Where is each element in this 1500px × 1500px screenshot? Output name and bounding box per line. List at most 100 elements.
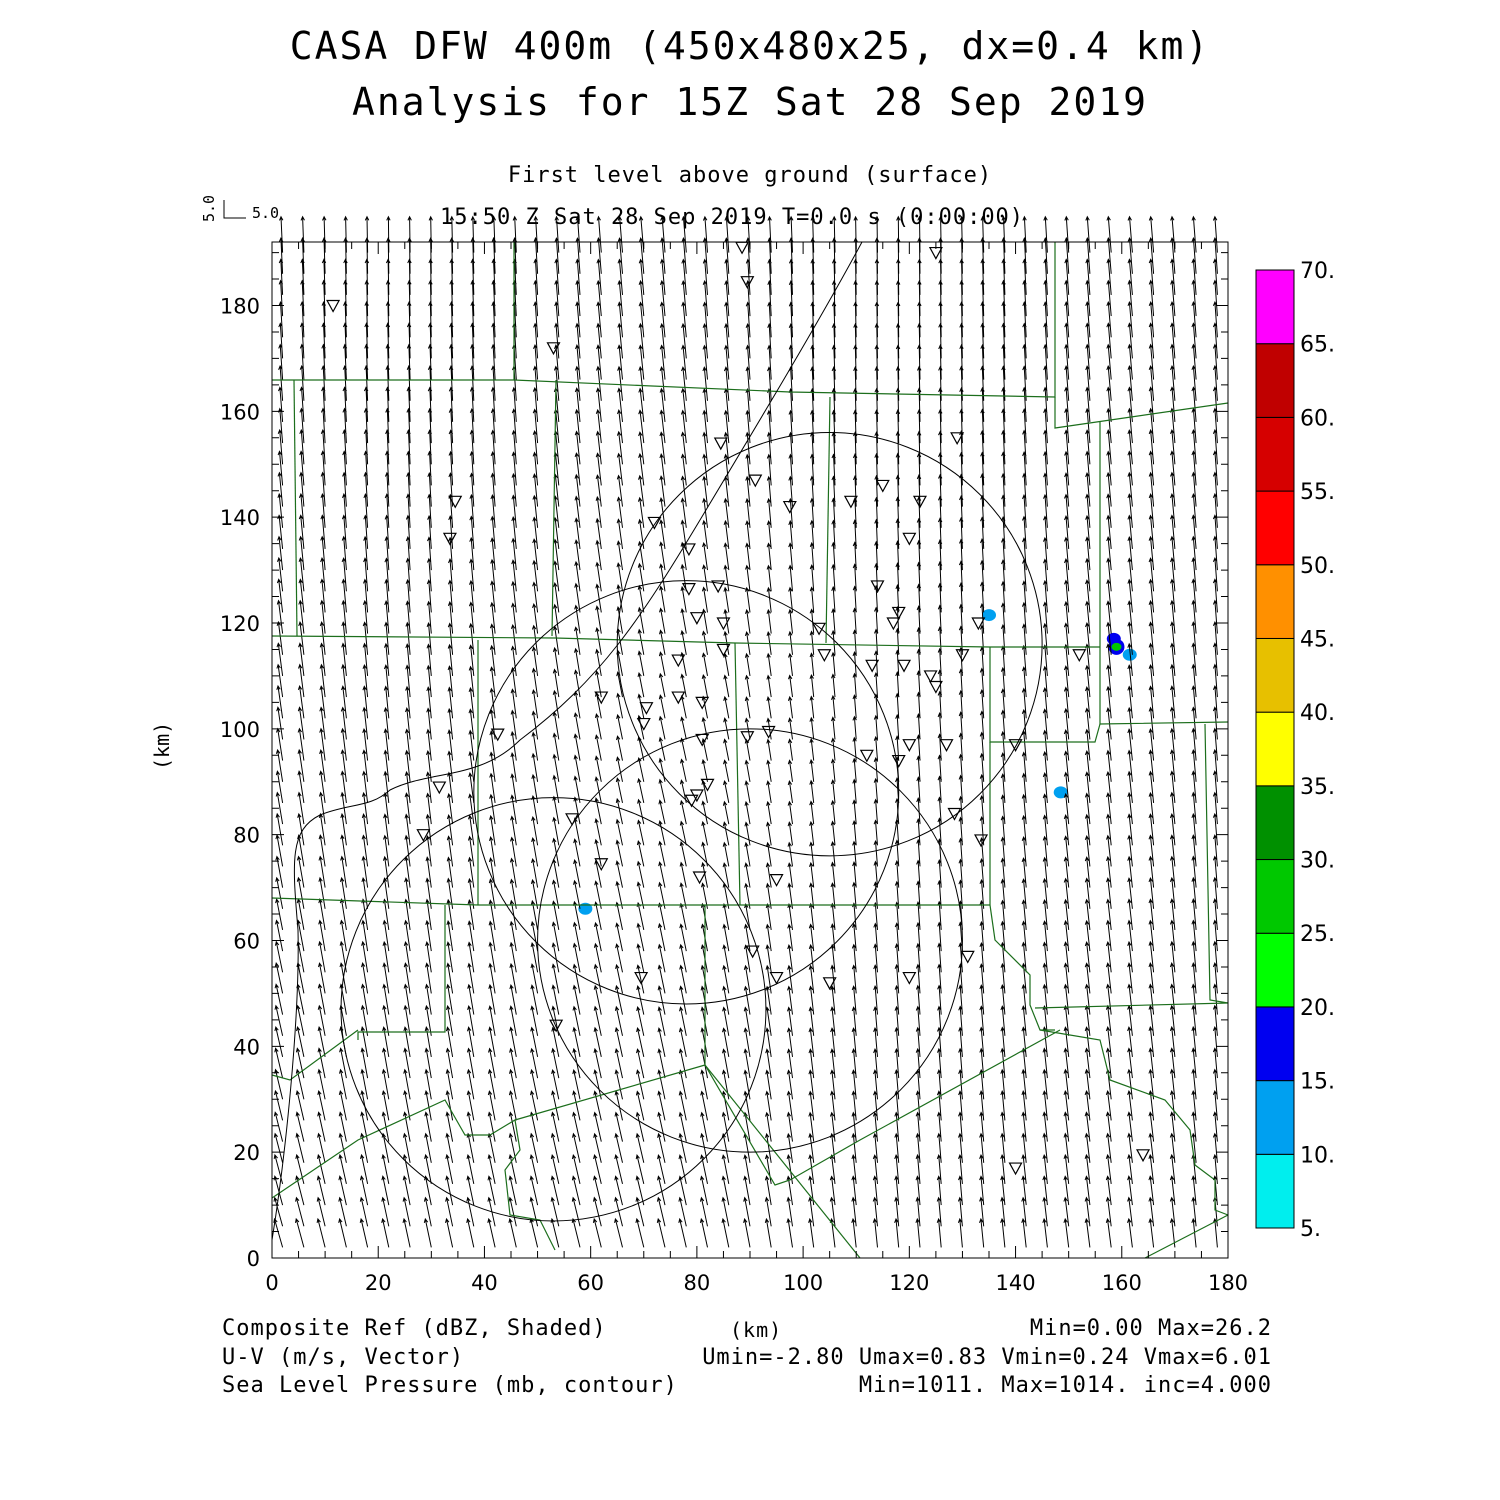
station-marker <box>897 659 912 673</box>
station-marker <box>886 617 901 631</box>
station-marker <box>549 1019 564 1033</box>
y-tick-label: 140 <box>220 506 260 530</box>
station-marker <box>735 241 750 255</box>
y-tick-label: 20 <box>233 1141 260 1165</box>
station-marker <box>689 612 704 625</box>
radar-range-ring <box>616 432 1043 857</box>
colorbar-label: 55. <box>1300 480 1335 505</box>
colorbar-label: 70. <box>1300 259 1335 284</box>
station-marker <box>689 789 704 803</box>
x-tick-label: 140 <box>996 1271 1036 1295</box>
station-marker <box>748 474 763 488</box>
station-marker <box>490 728 505 742</box>
x-tick-label: 120 <box>889 1271 929 1295</box>
colorbar-label: 25. <box>1300 922 1335 947</box>
colorbar-swatch <box>1255 269 1295 345</box>
colorbar-label: 60. <box>1300 406 1335 431</box>
station-marker <box>700 778 715 792</box>
colorbar-label: 30. <box>1300 849 1335 874</box>
station-marker <box>442 532 457 546</box>
station-marker <box>695 696 710 710</box>
station-marker <box>740 276 755 289</box>
county-boundary <box>1144 1214 1229 1259</box>
colorbar-swatch <box>1255 711 1295 787</box>
county-boundary <box>1054 397 1229 429</box>
vector-scale-u-label: 5.0 <box>252 204 280 222</box>
station-marker <box>761 725 776 739</box>
station-marker <box>1136 1149 1151 1163</box>
station-marker <box>1008 739 1023 752</box>
wind-vector-field <box>273 215 1218 1248</box>
station-marker <box>902 971 917 985</box>
county-boundary <box>734 642 741 906</box>
station-marker <box>859 749 874 763</box>
station-marker <box>960 950 975 964</box>
county-boundary <box>357 905 446 1040</box>
station-marker <box>681 543 696 557</box>
county-boundary <box>513 242 1056 398</box>
x-axis-label: (km) <box>730 1318 783 1342</box>
footer-ref-label: Composite Ref (dBZ, Shaded) <box>222 1316 607 1341</box>
colorbar-label: 20. <box>1300 996 1335 1021</box>
x-tick-label: 60 <box>577 1271 604 1295</box>
reflectivity-echo <box>1111 642 1122 651</box>
station-marker <box>740 731 755 745</box>
county-boundary <box>989 647 1101 743</box>
station-marker <box>950 432 965 446</box>
station-marker <box>769 874 784 887</box>
station-marker <box>891 754 906 768</box>
station-marker <box>928 680 943 694</box>
footer-vector-label: U-V (m/s, Vector) <box>222 1345 465 1370</box>
footer-slp-stats: Min=1011. Max=1014. inc=4.000 <box>858 1373 1272 1398</box>
county-boundary <box>271 635 1100 648</box>
colorbar-label: 10. <box>1300 1143 1335 1168</box>
county-boundary <box>1204 723 1229 1004</box>
station-marker <box>546 342 561 356</box>
station-marker <box>671 654 686 668</box>
station-marker <box>971 617 986 631</box>
y-tick-label: 180 <box>220 295 260 319</box>
colorbar-swatch <box>1255 416 1295 492</box>
county-boundary <box>825 396 831 644</box>
station-marker <box>636 717 651 731</box>
y-tick-label: 80 <box>233 824 260 848</box>
x-tick-label: 180 <box>1208 1271 1248 1295</box>
radar-range-ring <box>340 797 767 1222</box>
station-marker <box>875 479 890 493</box>
vector-scale-key <box>223 200 246 219</box>
y-tick-label: 160 <box>220 400 260 424</box>
colorbar-label: 50. <box>1300 554 1335 579</box>
colorbar-swatch <box>1255 859 1295 934</box>
colorbar-label: 45. <box>1300 627 1335 652</box>
reflectivity-echo <box>982 609 996 622</box>
county-boundary <box>551 379 557 637</box>
county-boundary <box>293 379 298 637</box>
station-marker <box>565 813 580 827</box>
colorbar-swatch <box>1255 1006 1295 1082</box>
colorbar-swatch <box>1255 490 1295 566</box>
station-marker <box>822 977 837 991</box>
county-boundary <box>1099 422 1229 725</box>
station-marker <box>843 495 858 509</box>
reflectivity-echo <box>1053 786 1068 799</box>
station-marker <box>416 829 431 842</box>
radar-range-ring <box>537 728 963 1153</box>
slp-contour-1014 <box>271 241 863 1241</box>
station-marker <box>902 532 917 546</box>
reflectivity-echo <box>578 902 593 915</box>
valid-time-label: 15:50 Z Sat 28 Sep 2019 T=0.0 s (0:00:00… <box>440 205 1025 230</box>
chart-title-line2: Analysis for 15Z Sat 28 Sep 2019 <box>351 80 1149 124</box>
footer-vector-stats: Umin=-2.80 Umax=0.83 Vmin=0.24 Vmax=6.01 <box>702 1345 1272 1370</box>
station-marker <box>711 580 726 594</box>
station-marker <box>432 781 447 795</box>
station-marker <box>974 834 989 848</box>
station-marker <box>448 495 463 509</box>
chart-title-line1: CASA DFW 400m (450x480x25, dx=0.4 km) <box>289 24 1211 68</box>
station-marker <box>812 622 827 636</box>
x-tick-label: 40 <box>471 1271 498 1295</box>
level-label: First level above ground (surface) <box>507 163 993 188</box>
y-tick-label: 40 <box>233 1035 260 1059</box>
station-marker <box>326 299 341 313</box>
station-marker <box>928 246 943 260</box>
